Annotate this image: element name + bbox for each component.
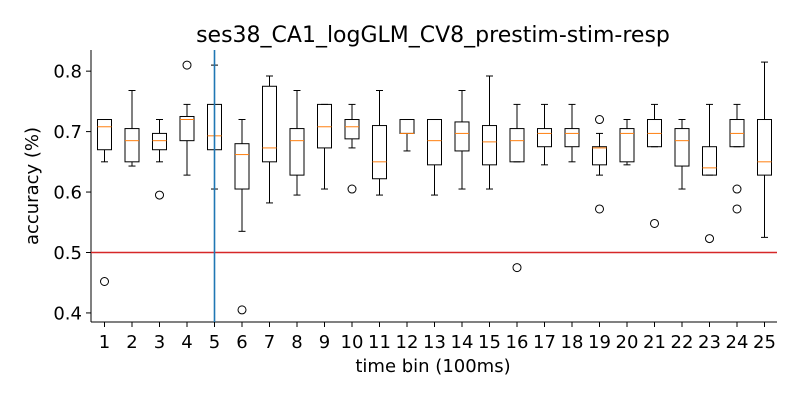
outlier-point — [100, 277, 109, 287]
x-tick-label: 17 — [533, 332, 556, 353]
box-14 — [454, 89, 470, 190]
box-17 — [537, 103, 552, 166]
x-tick-label: 12 — [396, 332, 419, 353]
iqr-box — [702, 146, 717, 176]
outlier-point — [650, 218, 659, 228]
box-1 — [97, 119, 112, 287]
box-7 — [262, 75, 277, 204]
iqr-box — [152, 132, 167, 151]
outlier-point — [595, 204, 604, 214]
box-6 — [234, 119, 250, 315]
box-2 — [124, 89, 140, 167]
y-tick-label: 0.7 — [53, 122, 82, 143]
box-25 — [757, 61, 772, 238]
outlier-point — [182, 60, 192, 70]
box-15 — [482, 75, 497, 190]
iqr-box — [564, 128, 580, 148]
x-tick-label: 23 — [698, 332, 721, 353]
iqr-box — [234, 143, 250, 190]
box-12 — [399, 119, 415, 152]
box-23 — [702, 103, 717, 244]
x-tick-label: 13 — [423, 332, 446, 353]
x-tick-label: 20 — [616, 332, 639, 353]
x-tick-label: 15 — [478, 332, 501, 353]
x-tick-label: 4 — [181, 332, 192, 353]
y-tick-label: 0.8 — [53, 62, 82, 83]
iqr-box — [179, 115, 195, 142]
iqr-box — [427, 119, 442, 166]
x-axis-title: time bin (100ms) — [355, 356, 510, 377]
iqr-box — [674, 128, 690, 167]
outlier-point — [595, 115, 604, 125]
x-tick-label: 16 — [506, 332, 529, 353]
outlier-point — [732, 204, 742, 214]
x-tick-label: 11 — [368, 332, 391, 353]
box-13 — [427, 119, 442, 196]
iqr-box — [619, 128, 635, 163]
box-8 — [289, 89, 305, 196]
y-tick-label: 0.4 — [53, 303, 82, 324]
x-tick-label: 8 — [291, 332, 302, 353]
iqr-box — [592, 146, 607, 166]
outlier-point — [347, 184, 357, 194]
iqr-box — [317, 103, 332, 149]
x-tick-label: 5 — [209, 332, 220, 353]
iqr-box — [372, 125, 387, 180]
box-21 — [647, 103, 662, 228]
iqr-box — [482, 125, 497, 166]
outlier-point — [732, 184, 742, 194]
y-axis-title: accuracy (%) — [22, 127, 43, 245]
x-tick-label: 21 — [643, 332, 666, 353]
box-3 — [152, 119, 167, 200]
iqr-box — [262, 85, 277, 163]
iqr-box — [399, 119, 415, 134]
iqr-box — [509, 128, 525, 163]
outlier-point — [705, 234, 714, 244]
x-tick-label: 1 — [99, 332, 110, 353]
outlier-point — [512, 263, 522, 273]
box-19 — [592, 115, 607, 214]
x-tick-label: 14 — [451, 332, 474, 353]
box-9 — [317, 103, 332, 190]
iqr-box — [454, 121, 470, 152]
iqr-box — [97, 119, 112, 151]
x-tick-label: 22 — [671, 332, 694, 353]
x-tick-label: 7 — [264, 332, 275, 353]
outlier-point — [237, 305, 247, 315]
box-11 — [372, 89, 387, 196]
x-tick-label: 24 — [726, 332, 749, 353]
x-tick-label: 18 — [561, 332, 584, 353]
box-18 — [564, 103, 580, 163]
x-tick-label: 9 — [319, 332, 330, 353]
iqr-box — [124, 128, 140, 163]
box-22 — [674, 119, 690, 190]
chart-title: ses38_CA1_logGLM_CV8_prestim-stim-resp — [196, 23, 670, 48]
y-tick-label: 0.5 — [53, 243, 82, 264]
box-16 — [509, 103, 525, 273]
box-4 — [179, 60, 195, 176]
x-tick-label: 25 — [753, 332, 776, 353]
iqr-box — [757, 119, 772, 176]
iqr-box — [344, 119, 360, 140]
x-tick-label: 19 — [588, 332, 611, 353]
plot-area: 0.40.50.60.70.81 2 3 4 5 6 7 8 9 10 11 12 13 14 15 16 17… — [53, 50, 777, 353]
box-20 — [619, 119, 635, 166]
x-tick-label: 10 — [341, 332, 364, 353]
box-24 — [729, 103, 745, 214]
x-tick-label: 2 — [126, 332, 137, 353]
x-tick-label: 6 — [236, 332, 247, 353]
outlier-point — [155, 190, 164, 200]
y-tick-label: 0.6 — [53, 183, 82, 204]
iqr-box — [537, 128, 552, 148]
iqr-box — [289, 128, 305, 176]
x-tick-label: 3 — [154, 332, 165, 353]
box-10 — [344, 103, 360, 194]
